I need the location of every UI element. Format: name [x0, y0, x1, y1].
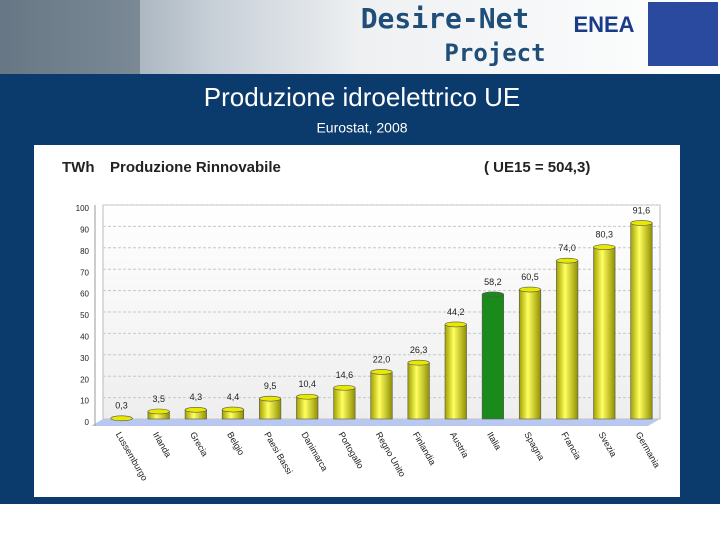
bar-top	[110, 415, 133, 422]
value-label: 10,4	[298, 379, 316, 389]
bar-top	[147, 408, 170, 415]
bar	[518, 289, 542, 420]
y-tick-label: 40	[80, 333, 89, 342]
value-label: 91,6	[633, 205, 651, 215]
logo-sub: Project	[444, 39, 545, 67]
slide-title: Produzione idroelettrico UE	[204, 82, 521, 112]
y-tick-label: 30	[80, 354, 89, 363]
value-label: 3,5	[152, 394, 165, 404]
value-label: 14,6	[336, 370, 354, 380]
logo: Desire-Net	[361, 2, 530, 35]
bar-top	[221, 406, 245, 413]
value-label: 60,5	[521, 272, 539, 282]
bar-top	[481, 291, 504, 298]
y-tick-label: 80	[80, 247, 89, 256]
value-label: 44,2	[447, 307, 465, 317]
value-label: 4,3	[190, 392, 203, 402]
value-label: 9,5	[264, 381, 277, 391]
bar	[407, 362, 430, 420]
bar	[370, 371, 393, 420]
bar	[444, 324, 467, 420]
bar	[259, 398, 282, 420]
partner-logo	[648, 2, 718, 66]
bar-top	[407, 359, 430, 366]
value-label: 4,4	[227, 392, 240, 402]
y-tick-label: 0	[85, 418, 90, 427]
unit-label: TWh	[62, 159, 94, 176]
value-label: 0,3	[115, 401, 128, 411]
bar	[593, 246, 616, 420]
footer-shape	[0, 504, 720, 540]
y-tick-label: 70	[80, 268, 89, 277]
bar-top	[556, 257, 579, 264]
value-label: 80,3	[596, 230, 614, 240]
y-tick-label: 50	[80, 311, 89, 320]
solar-image	[0, 0, 140, 74]
bar	[333, 387, 356, 420]
bar	[296, 396, 319, 420]
bar-top	[518, 286, 542, 293]
bar-top	[184, 406, 207, 413]
y-tick-label: 60	[80, 290, 89, 299]
chart-title: Produzione Rinnovabile	[110, 159, 281, 176]
bar	[556, 260, 579, 420]
bar-top	[259, 395, 282, 402]
plot-floor	[91, 419, 660, 426]
value-label: 58,2	[484, 277, 502, 287]
bar-top	[296, 393, 319, 400]
slide-subtitle: Eurostat, 2008	[316, 120, 407, 136]
bar-top	[370, 369, 393, 375]
bar-top	[630, 220, 653, 226]
value-label: 26,3	[410, 345, 428, 355]
value-label: 74,0	[558, 243, 576, 253]
annotation: ( UE15 = 504,3)	[484, 159, 590, 176]
bar	[481, 294, 504, 420]
bar-top	[333, 384, 356, 391]
y-tick-label: 20	[80, 375, 89, 384]
enea-logo: ENEA	[573, 12, 634, 37]
y-tick-label: 100	[76, 204, 90, 213]
bar-top	[593, 244, 616, 250]
y-tick-label: 90	[80, 226, 89, 235]
bar-top	[444, 321, 467, 328]
y-tick-label: 10	[80, 397, 89, 406]
bar	[630, 222, 653, 420]
value-label: 22,0	[373, 354, 391, 364]
